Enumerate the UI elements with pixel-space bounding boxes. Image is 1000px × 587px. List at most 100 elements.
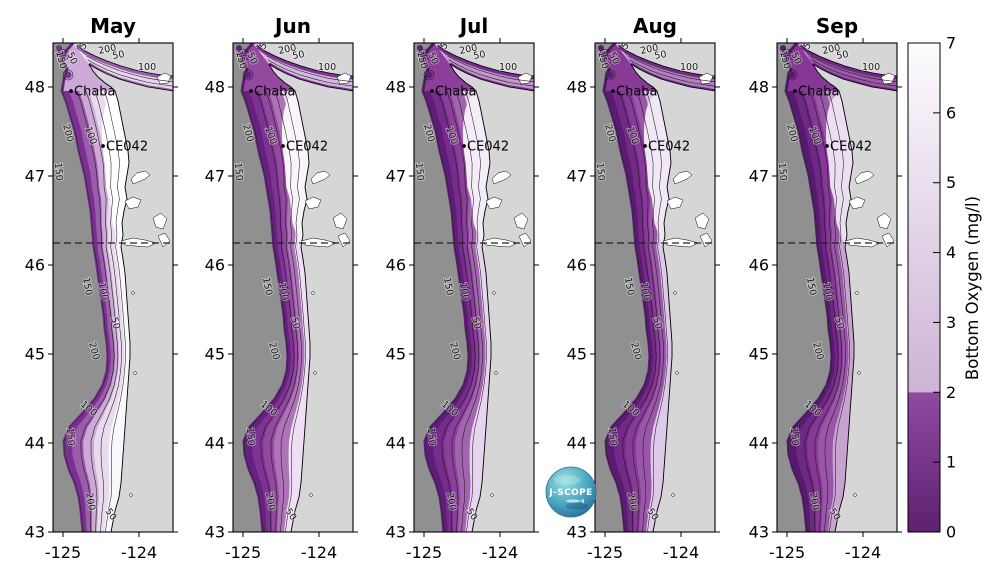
x-tick-label: -124 bbox=[121, 543, 157, 562]
contour-label: 50 bbox=[292, 49, 306, 62]
estuary bbox=[513, 212, 529, 230]
colorbar-tick-label: 1 bbox=[946, 453, 956, 472]
land bbox=[450, 64, 534, 532]
north-shelf-core bbox=[282, 91, 309, 247]
estuary bbox=[876, 212, 892, 230]
y-tick-label: 48 bbox=[567, 78, 587, 97]
estuary bbox=[300, 237, 337, 248]
y-tick-label: 47 bbox=[386, 167, 406, 186]
estuary bbox=[662, 237, 699, 248]
x-tick-label: -124 bbox=[301, 543, 337, 562]
vancouver-island bbox=[255, 43, 353, 76]
coastline bbox=[812, 63, 855, 532]
colorbar-tick-label: 3 bbox=[946, 313, 956, 332]
station-marker-ce042 bbox=[825, 144, 829, 148]
contour-label: 100 bbox=[96, 282, 110, 302]
land bbox=[813, 64, 897, 532]
y-tick-label: 47 bbox=[25, 167, 45, 186]
contour-label: 50 bbox=[473, 49, 487, 62]
station-label-chaba: Chaba bbox=[616, 85, 658, 100]
contour-label: 150 bbox=[777, 50, 792, 70]
contour-label: 500 bbox=[438, 31, 457, 52]
contour-label: 150 bbox=[776, 162, 789, 181]
contour-label: 200 bbox=[625, 492, 639, 512]
colorbar-tick-label: 6 bbox=[946, 103, 956, 122]
station-label-ce042: CE042 bbox=[830, 140, 872, 155]
station-label-ce042: CE042 bbox=[467, 140, 509, 155]
y-tick-label: 43 bbox=[25, 523, 45, 542]
contour-label: 50 bbox=[469, 316, 483, 331]
coastline bbox=[630, 63, 673, 532]
contour-label: 200 bbox=[83, 492, 97, 512]
depth-contour bbox=[256, 90, 295, 532]
depth-contour bbox=[800, 90, 839, 532]
contour-label: 500 bbox=[801, 31, 820, 52]
y-tick-label: 45 bbox=[205, 345, 225, 364]
y-tick-label: 46 bbox=[567, 256, 587, 275]
station-marker-ce042 bbox=[101, 144, 105, 148]
estuary bbox=[485, 196, 503, 210]
y-tick-label: 48 bbox=[205, 78, 225, 97]
y-tick-label: 46 bbox=[205, 256, 225, 275]
contour-label: 50 bbox=[836, 49, 850, 62]
estuary bbox=[694, 212, 710, 230]
contour-label: 100 bbox=[276, 282, 290, 302]
y-tick-label: 48 bbox=[386, 78, 406, 97]
x-tick-label: -124 bbox=[482, 543, 518, 562]
x-tick-label: -125 bbox=[406, 543, 442, 562]
contour-label: 50 bbox=[654, 49, 668, 62]
station-marker-ce042 bbox=[462, 144, 466, 148]
depth-contour bbox=[85, 90, 119, 532]
station-marker-chaba bbox=[249, 89, 253, 93]
station-label-ce042: CE042 bbox=[648, 140, 690, 155]
land bbox=[269, 64, 353, 532]
estuary bbox=[491, 170, 512, 185]
y-tick-label: 48 bbox=[749, 78, 769, 97]
depth-contour bbox=[265, 90, 299, 532]
contour-label: 150 bbox=[52, 162, 65, 181]
depth-contour bbox=[455, 90, 483, 532]
contour-label: 100 bbox=[318, 62, 336, 73]
station-marker-chaba bbox=[69, 89, 73, 93]
station-label-chaba: Chaba bbox=[254, 85, 296, 100]
depth-contour bbox=[284, 90, 306, 532]
north-shelf-core bbox=[826, 91, 853, 247]
y-tick-label: 45 bbox=[25, 345, 45, 364]
estuary bbox=[844, 237, 881, 248]
contour-label: 100 bbox=[457, 282, 471, 302]
north-shelf-core bbox=[463, 91, 490, 247]
land bbox=[89, 64, 173, 532]
contour-label: 150 bbox=[606, 427, 619, 446]
station-label-ce042: CE042 bbox=[106, 140, 148, 155]
contour-label: 150 bbox=[788, 427, 801, 446]
estuary bbox=[666, 196, 684, 210]
y-tick-label: 45 bbox=[749, 345, 769, 364]
colorbar-tick-label: 5 bbox=[946, 173, 956, 192]
coastline bbox=[449, 63, 492, 532]
contour-label: 500 bbox=[77, 31, 96, 52]
depth-contour bbox=[809, 90, 843, 532]
y-tick-label: 45 bbox=[567, 345, 587, 364]
station-marker-chaba bbox=[430, 89, 434, 93]
estuary bbox=[332, 212, 348, 230]
panel-frame bbox=[232, 42, 354, 533]
contour-label: 100 bbox=[820, 282, 834, 302]
contour-label: 150 bbox=[414, 50, 429, 70]
panel-title-may: May bbox=[90, 14, 136, 38]
depth-contour bbox=[94, 90, 122, 532]
contour-label: 50 bbox=[650, 316, 664, 331]
panel-frame bbox=[776, 42, 898, 533]
panel-title-aug: Aug bbox=[633, 14, 677, 38]
contour-label: 500 bbox=[257, 31, 276, 52]
vancouver-island bbox=[75, 43, 173, 76]
contour-label: 150 bbox=[441, 277, 455, 297]
y-tick-label: 44 bbox=[749, 434, 769, 453]
contour-label: 150 bbox=[413, 162, 426, 181]
y-tick-label: 47 bbox=[749, 167, 769, 186]
estuary bbox=[120, 237, 157, 248]
